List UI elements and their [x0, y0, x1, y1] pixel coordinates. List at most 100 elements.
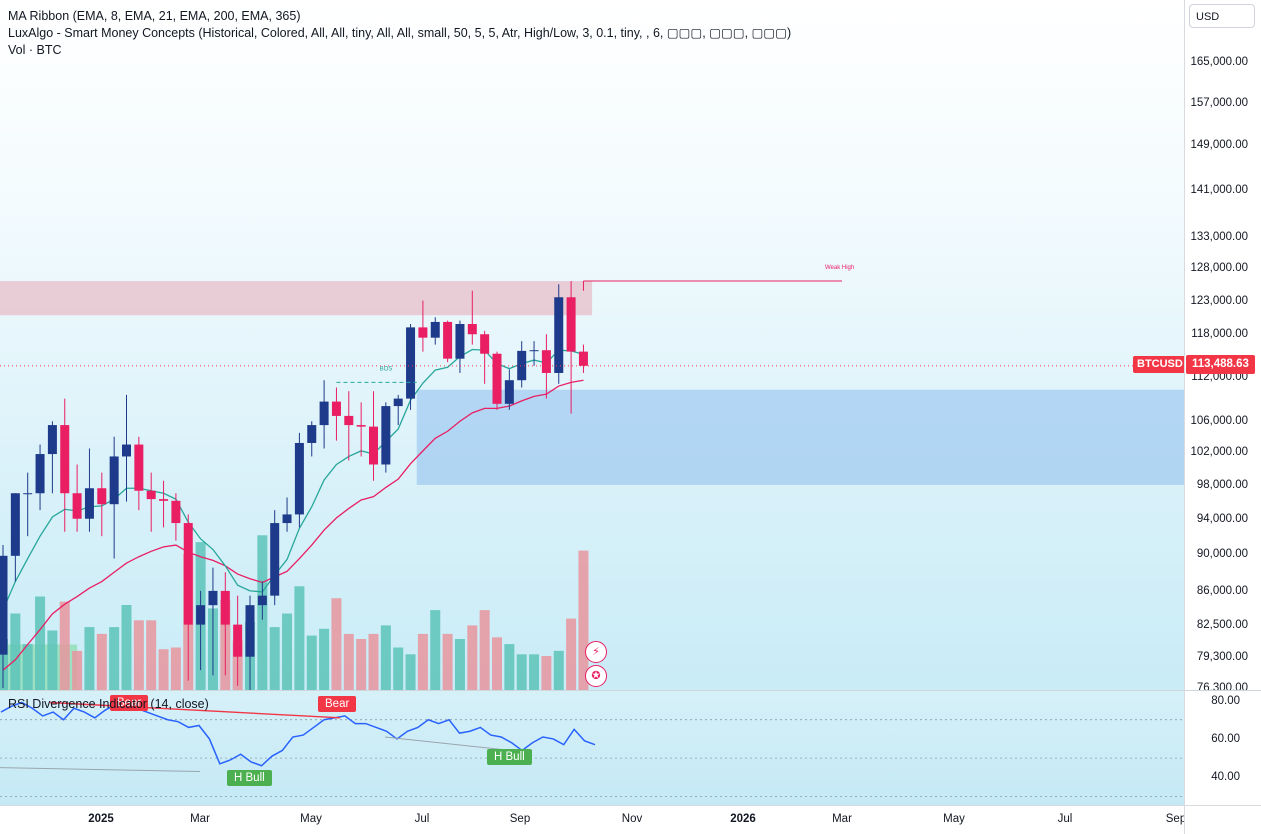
rsi-legend[interactable]: RSI Divergence Indicator (14, close)	[8, 697, 209, 711]
volume-bar	[170, 647, 181, 690]
price-tick-label: 94,000.00	[1196, 512, 1248, 525]
rsi-tick-label: 80.00	[1211, 694, 1240, 707]
volume-bar	[343, 633, 354, 690]
candle-body	[541, 350, 551, 373]
candle-body	[134, 444, 144, 491]
volume-bar	[541, 656, 552, 690]
demand-zone	[416, 389, 1184, 485]
candle-body	[406, 327, 416, 399]
candlestick-chart[interactable]: BOS Weak High	[0, 0, 1184, 690]
volume-bar	[146, 620, 157, 690]
candle-body	[566, 297, 576, 352]
candle-body	[381, 406, 391, 465]
volume-bar	[529, 654, 540, 690]
price-tick-label: 123,000.00	[1190, 294, 1248, 307]
candle-body	[0, 555, 8, 655]
candle-body	[257, 595, 267, 606]
candle-body	[97, 488, 107, 505]
price-tick-label: 141,000.00	[1190, 183, 1248, 196]
volume-bar	[0, 639, 8, 690]
candle-body	[159, 499, 169, 501]
rsi-scale[interactable]: 80.00 60.00 40.00	[1184, 690, 1261, 806]
supply-zone	[0, 281, 593, 316]
rsi-chart[interactable]	[0, 691, 1184, 806]
candle-body	[480, 334, 490, 354]
weak-high-label: Weak High	[825, 265, 854, 271]
candle-body	[455, 323, 465, 359]
volume-bar	[442, 633, 453, 690]
volume-bar	[121, 605, 132, 690]
price-tick-label: 86,000.00	[1196, 584, 1248, 597]
volume-bar	[504, 644, 515, 690]
main-chart-pane[interactable]: MA Ribbon (EMA, 8, EMA, 21, EMA, 200, EM…	[0, 0, 1184, 690]
volume-bar	[306, 635, 317, 690]
candle-body	[578, 351, 588, 366]
volume-bar	[566, 618, 577, 690]
candle-body	[245, 605, 255, 657]
ma-ribbon-legend[interactable]: MA Ribbon (EMA, 8, EMA, 21, EMA, 200, EM…	[8, 9, 301, 23]
volume-bar	[133, 620, 144, 690]
candle-body	[10, 493, 20, 556]
candle-body	[319, 401, 329, 426]
lightning-event-icon[interactable]: ⚡	[585, 641, 607, 663]
candle-body	[369, 426, 378, 465]
volume-bar	[35, 596, 46, 690]
price-tick-label: 102,000.00	[1190, 446, 1248, 459]
bear-divergence-line	[49, 701, 341, 719]
ticker-label: BTCUSD	[1133, 356, 1184, 373]
candle-body	[122, 444, 131, 457]
time-tick-label: 2025	[88, 813, 114, 825]
candle-body	[393, 398, 403, 407]
candle-body	[171, 500, 181, 524]
candle-body	[356, 425, 366, 427]
time-tick-label: Nov	[621, 813, 643, 825]
volume-bar	[96, 633, 107, 690]
volume-bar	[380, 625, 391, 690]
candle-body	[35, 454, 45, 494]
volume-bar	[368, 633, 379, 690]
currency-button[interactable]: USD	[1189, 4, 1255, 28]
bos-label: BOS	[380, 366, 393, 372]
price-tick-label: 106,000.00	[1190, 415, 1248, 428]
candle-body	[72, 493, 82, 519]
price-tick-label: 133,000.00	[1190, 231, 1248, 244]
price-scale[interactable]: USD 165,000.00 157,000.00 149,000.00 141,00…	[1184, 0, 1261, 694]
smc-legend[interactable]: LuxAlgo - Smart Money Concepts (Historic…	[8, 26, 792, 40]
time-tick-label: May	[300, 813, 322, 825]
hidden-bull-divergence-badge: H Bull	[487, 749, 532, 765]
price-tick-label: 82,500.00	[1196, 618, 1248, 631]
volume-bar	[294, 586, 305, 690]
time-scale[interactable]: 2025 Mar May Jul Sep Nov 2026 Mar May Jul Sep	[0, 805, 1186, 834]
indicator-legend: MA Ribbon (EMA, 8, EMA, 21, EMA, 200, EM…	[8, 8, 791, 59]
volume-bar	[553, 650, 564, 690]
price-tick-label: 165,000.00	[1190, 56, 1248, 69]
bear-divergence-badge: Bear	[318, 696, 357, 712]
candle-body	[109, 456, 119, 505]
volume-bar	[22, 644, 33, 690]
us-flag-event-icon[interactable]: ✪	[585, 665, 607, 687]
last-price-label: 113,488.63	[1186, 355, 1255, 374]
axis-corner	[1184, 805, 1261, 834]
candle-body	[492, 353, 502, 404]
volume-bar	[109, 627, 120, 690]
candle-body	[443, 321, 453, 359]
candle-body	[307, 425, 317, 443]
price-tick-label: 157,000.00	[1190, 96, 1248, 109]
rsi-pane[interactable]: RSI Divergence Indicator (14, close) Bea…	[0, 690, 1184, 806]
volume-bar	[319, 628, 330, 690]
hidden-bull-divergence-line	[384, 736, 511, 751]
time-tick-label: Mar	[190, 813, 210, 825]
ema21-line	[2, 379, 584, 671]
time-tick-label: 2026	[730, 813, 756, 825]
volume-legend[interactable]: Vol · BTC	[8, 43, 62, 57]
candle-body	[233, 624, 243, 657]
volume-bar	[516, 654, 527, 690]
candle-body	[208, 590, 218, 606]
volume-bar	[84, 627, 95, 690]
rsi-tick-label: 40.00	[1211, 771, 1240, 784]
volume-bar	[393, 647, 404, 690]
candle-body	[529, 350, 539, 352]
candle-body	[504, 380, 514, 404]
price-tick-label: 149,000.00	[1190, 138, 1248, 151]
rsi-tick-label: 60.00	[1211, 732, 1240, 745]
